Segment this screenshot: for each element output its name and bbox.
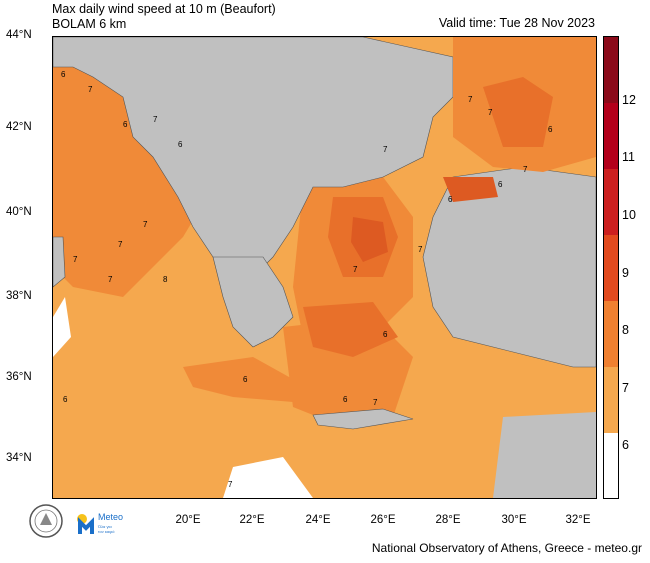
- wind-force-label: 7: [73, 255, 78, 264]
- colorbar-seg-6: [604, 433, 618, 498]
- noa-seal-logo: [29, 504, 63, 538]
- wind-zone-9: [443, 177, 498, 202]
- svg-text:τον καιρό: τον καιρό: [98, 529, 115, 534]
- wind-force-label: 7: [488, 108, 493, 117]
- lon-label-26: 26°E: [370, 514, 396, 526]
- colorbar-label-9: 9: [622, 266, 629, 280]
- wind-force-label: 7: [228, 480, 233, 489]
- colorbar-seg-11: [604, 103, 618, 169]
- title-line-1: Max daily wind speed at 10 m (Beaufort): [52, 2, 276, 16]
- map-title: Max daily wind speed at 10 m (Beaufort) …: [52, 2, 276, 32]
- colorbar-label-6: 6: [622, 438, 629, 452]
- map-panel: 6 7 6 7 6 7 7 7 7 8 7 7 6 7 6 6 7 6 7 7 6 6 7 6 7: [52, 36, 597, 499]
- wind-force-label: 6: [548, 125, 553, 134]
- colorbar-seg-8: [604, 301, 618, 367]
- colorbar-label-11: 11: [622, 150, 635, 164]
- wind-force-label: 6: [448, 195, 453, 204]
- wind-force-label: 6: [178, 140, 183, 149]
- lat-label-44: 44°N: [6, 29, 32, 41]
- wind-force-label: 8: [163, 275, 168, 284]
- turkey-land: [422, 166, 596, 368]
- colorbar-label-12: 12: [622, 93, 636, 107]
- wind-force-label: 7: [418, 245, 423, 254]
- wind-force-label: 7: [383, 145, 388, 154]
- wind-force-label: 6: [383, 330, 388, 339]
- wind-zone-8: [303, 302, 398, 357]
- lat-label-42: 42°N: [6, 121, 32, 133]
- colorbar-seg-12: [604, 37, 618, 103]
- colorbar-seg-10: [604, 169, 618, 235]
- cyprus-area: [493, 412, 596, 498]
- crete-land: [312, 408, 414, 430]
- wind-force-label: 6: [63, 395, 68, 404]
- wind-force-label: 6: [343, 395, 348, 404]
- lat-label-36: 36°N: [6, 371, 32, 383]
- calm-area: [223, 457, 313, 498]
- wind-force-label: 7: [353, 265, 358, 274]
- meteo-logo-name: Meteo: [98, 512, 123, 522]
- colorbar-seg-9: [604, 235, 618, 301]
- lon-label-22: 22°E: [239, 514, 265, 526]
- meteo-logo: Meteo Όλα για τον καιρό: [77, 512, 123, 534]
- lat-label-34: 34°N: [6, 452, 32, 464]
- wind-force-label: 6: [61, 70, 66, 79]
- wind-force-label: 6: [498, 180, 503, 189]
- colorbar-label-10: 10: [622, 208, 636, 222]
- valid-time: Valid time: Tue 28 Nov 2023: [438, 16, 595, 30]
- wind-zone-7: [183, 357, 298, 402]
- lon-label-24: 24°E: [305, 514, 331, 526]
- wind-force-label: 6: [123, 120, 128, 129]
- wind-force-label: 7: [143, 220, 148, 229]
- colorbar: [603, 36, 619, 499]
- wind-force-label: 7: [153, 115, 158, 124]
- wind-force-label: 6: [243, 375, 248, 384]
- lat-label-38: 38°N: [6, 290, 32, 302]
- credit-text: National Observatory of Athens, Greece -…: [371, 541, 642, 555]
- title-line-2: BOLAM 6 km: [52, 17, 127, 31]
- italy-land: [53, 236, 66, 288]
- wind-zone-8: [483, 77, 553, 147]
- wind-map: 6 7 6 7 6 7 7 7 7 8 7 7 6 7 6 6 7 6 7 7 6 6 7 6 7: [53, 37, 596, 498]
- lon-label-32: 32°E: [565, 514, 591, 526]
- wind-force-label: 7: [468, 95, 473, 104]
- colorbar-seg-7: [604, 367, 618, 433]
- svg-text:Όλα για: Όλα για: [97, 524, 112, 529]
- wind-force-label: 7: [88, 85, 93, 94]
- colorbar-label-8: 8: [622, 323, 629, 337]
- lat-label-40: 40°N: [6, 206, 32, 218]
- wind-zone-9: [351, 217, 388, 262]
- lon-label-28: 28°E: [435, 514, 461, 526]
- wind-force-label: 7: [108, 275, 113, 284]
- calm-area: [53, 297, 71, 357]
- wind-force-label: 7: [373, 398, 378, 407]
- lon-label-30: 30°E: [501, 514, 527, 526]
- greece-land: [212, 256, 294, 348]
- wind-force-label: 7: [523, 165, 528, 174]
- colorbar-label-7: 7: [622, 381, 629, 395]
- lon-label-20: 20°E: [175, 514, 201, 526]
- wind-force-label: 7: [118, 240, 123, 249]
